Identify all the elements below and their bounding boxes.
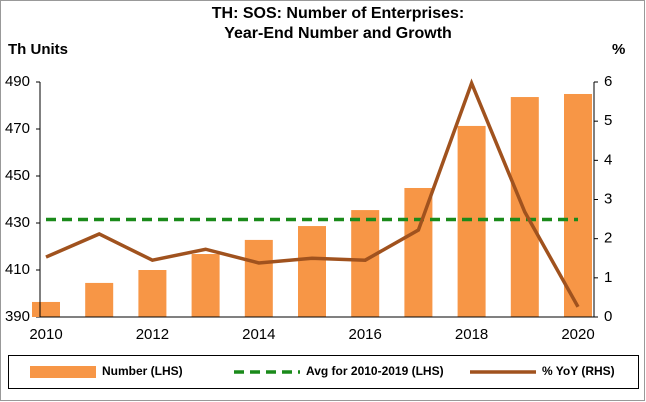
x-tick-label: 2012 (136, 326, 169, 343)
bar (191, 254, 220, 317)
bar (32, 301, 60, 317)
chart-title: TH: SOS: Number of Enterprises: (212, 5, 464, 22)
bar (85, 282, 114, 317)
legend-label: Avg for 2010-2019 (LHS) (306, 364, 444, 378)
y-tick-label: 390 (5, 308, 30, 325)
x-tick-label: 2020 (561, 326, 594, 343)
y2-tick-label: 2 (604, 230, 612, 247)
y2-tick-label: 6 (604, 73, 612, 90)
y2-tick-label: 3 (604, 190, 612, 207)
bar (138, 270, 167, 317)
y2-tick-label: 4 (604, 151, 612, 168)
y-axis-label: Th Units (8, 41, 68, 58)
y2-tick-label: 5 (604, 112, 612, 129)
bar (510, 97, 539, 317)
line (45, 78, 580, 308)
bar (564, 93, 592, 317)
x-tick-label: 2010 (29, 326, 62, 343)
chart-subtitle: Year-End Number and Growth (224, 25, 452, 42)
y-tick-label: 470 (5, 120, 30, 137)
y-tick-label: 490 (5, 73, 30, 90)
legend-box (8, 355, 639, 389)
bar (404, 187, 433, 317)
y2-tick-label: 0 (604, 308, 612, 325)
y2-axis-label: % (612, 41, 625, 58)
legend-label: % YoY (RHS) (542, 364, 615, 378)
bar (457, 125, 486, 317)
bar (244, 239, 273, 317)
bar (298, 226, 326, 317)
y-tick-label: 430 (5, 214, 30, 231)
y-tick-label: 450 (5, 167, 30, 184)
x-tick-label: 2014 (242, 326, 275, 343)
x-tick-label: 2018 (455, 326, 488, 343)
legend-label: Number (LHS) (102, 364, 183, 378)
y-tick-label: 410 (5, 261, 30, 278)
bar (351, 210, 380, 317)
legend-swatch (30, 366, 96, 378)
y2-tick-label: 1 (604, 269, 612, 286)
x-tick-label: 2016 (349, 326, 382, 343)
